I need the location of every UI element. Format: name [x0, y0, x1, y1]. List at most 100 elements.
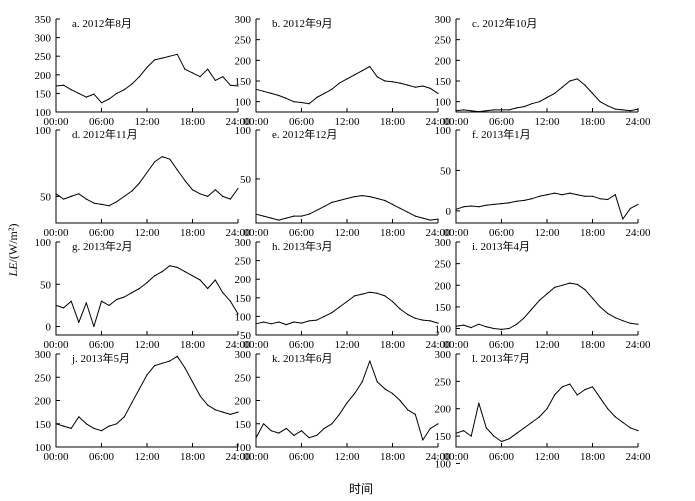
panel-d-ytick-label: 100 [35, 125, 52, 137]
panel-c-title: c. 2012年10月 [472, 16, 537, 30]
panel-h-data-point [376, 292, 378, 294]
panel-g-data-point [123, 296, 125, 298]
panel-e-data-point [331, 201, 333, 203]
panel-i-axes [455, 242, 638, 336]
panel-k-data-point [331, 423, 333, 425]
panel-e-data-point [391, 203, 394, 205]
panel-l-data-point [546, 408, 548, 410]
panel-e-data-point [429, 219, 431, 221]
panel-c-data-point [523, 106, 525, 108]
panel-b-data-point [263, 90, 265, 92]
panel-f-data-point [470, 205, 472, 207]
panel-g-data-point [176, 266, 178, 268]
panel-k-data-point [278, 432, 280, 434]
panel-b-series-line [255, 66, 439, 105]
panel-a-data-point [70, 89, 72, 91]
panel-c-data-point [554, 92, 556, 94]
panel-a-axes [55, 19, 238, 113]
panel-b-xtick-label: 00:00 [243, 116, 269, 128]
panel-j-data-point [229, 413, 231, 415]
panel-k-data-point [338, 413, 340, 415]
panel-l-data-point [561, 386, 563, 388]
panel-c-data-point [516, 107, 518, 109]
panel-a-data-point [138, 76, 140, 78]
panel-h-data-point [270, 323, 272, 325]
panel-i-series-line [455, 282, 639, 330]
panel-l-axes [455, 354, 638, 448]
panel-c-data-point [493, 109, 495, 111]
panel-e-data-point [354, 196, 356, 198]
panel-g-data-point [78, 321, 80, 323]
panel-e-ytick-label: 50 [240, 174, 252, 186]
panel-c-data-point [607, 105, 609, 107]
panel-h-data-point [407, 313, 409, 316]
panel-c-data-point [591, 92, 594, 94]
panel-b-data-point [361, 70, 363, 72]
panel-l-title: l. 2013年7月 [472, 351, 530, 365]
panel-c-xtick-label: 24:00 [625, 116, 651, 128]
panel-f-data-point [478, 206, 480, 208]
panel-l-data-point [591, 386, 594, 388]
panel-f-xtick-label: 00:00 [443, 227, 469, 239]
panel-a-ytick-label: 350 [35, 14, 52, 26]
panel-c-data-point [584, 84, 586, 86]
panel-a-xtick-label: 12:00 [134, 116, 160, 128]
panel-j-data-point [108, 425, 110, 427]
panel-c-data-point [599, 101, 601, 103]
panel-l-data-point [584, 389, 586, 391]
panel-c-data-point [478, 111, 480, 113]
panel-h-data-point [338, 306, 340, 308]
panel-a-data-point [100, 102, 103, 104]
panel-e-data-point [308, 213, 310, 215]
panel-d-xtick-label: 24:00 [225, 227, 251, 239]
panel-b-xtick-label: 12:00 [334, 116, 360, 128]
panel-k-data-point [391, 392, 394, 395]
panel-d-data-point [108, 205, 110, 207]
panel-l-data-point [485, 427, 487, 429]
panel-j-data-point [237, 411, 239, 413]
panel-e-data-point [338, 199, 340, 202]
panel-i-xtick-label: 18:00 [580, 339, 606, 351]
panel-b-data-point [308, 103, 310, 105]
panel-i-data-point [637, 323, 639, 325]
panel-e-data-point [255, 213, 257, 215]
panel-l-ytick-label: 200 [435, 404, 452, 416]
panel-f-ytick-label: 100 [435, 125, 452, 137]
panel-j-data-point [222, 411, 224, 413]
panel-f-xtick-label: 12:00 [534, 227, 560, 239]
panel-h-xtick-label: 00:00 [243, 339, 269, 351]
panel-c-data-point [500, 109, 503, 111]
panel-b: 100 150 200 250 300 00:00 06:00 12:00 18:00 24:00… [235, 14, 452, 128]
panel-b-ytick-label: 300 [235, 14, 252, 26]
panel-e-data-point [278, 219, 280, 221]
panel-k-data-point [316, 434, 318, 436]
panel-g-data-point [207, 287, 209, 290]
panel-e: 50 100 00:00 06:00 12:00 18:00 24:00 e. 2012年12… [235, 125, 452, 239]
panel-h-data-point [278, 321, 280, 323]
panel-f-ytick-label: 50 [440, 165, 452, 177]
panel-i-ytick-label: 200 [435, 280, 452, 292]
panel-l-data-point [478, 402, 480, 404]
panel-e-axes [255, 130, 438, 224]
panel-c-data-point [508, 109, 510, 111]
panel-g-data-point [63, 307, 65, 309]
panel-d-data-point [222, 195, 224, 197]
panel-d-data-point [131, 190, 133, 192]
panel-h-data-point [399, 308, 401, 310]
panel-b-ytick-label: 150 [235, 76, 252, 88]
panel-l-xtick-label: 06:00 [489, 451, 515, 463]
panel-d-xtick-label: 18:00 [180, 227, 206, 239]
panel-i-ytick-label: 150 [435, 302, 452, 314]
panel-g-data-point [214, 279, 216, 281]
panel-g-data-point [70, 300, 72, 302]
panel-k-data-point [354, 392, 356, 395]
panel-i-ytick-label: 250 [435, 259, 452, 271]
panel-a-xtick-label: 00:00 [43, 116, 69, 128]
panel-k-xtick-label: 00:00 [243, 451, 269, 463]
panel-a-data-point [207, 68, 209, 70]
panel-b-data-point [391, 81, 394, 83]
panel-l-data-point [508, 438, 510, 440]
panel-k-ytick-label: 150 [235, 419, 252, 431]
panel-e-xtick-label: 24:00 [425, 227, 451, 239]
panel-e-xtick-label: 06:00 [289, 227, 315, 239]
